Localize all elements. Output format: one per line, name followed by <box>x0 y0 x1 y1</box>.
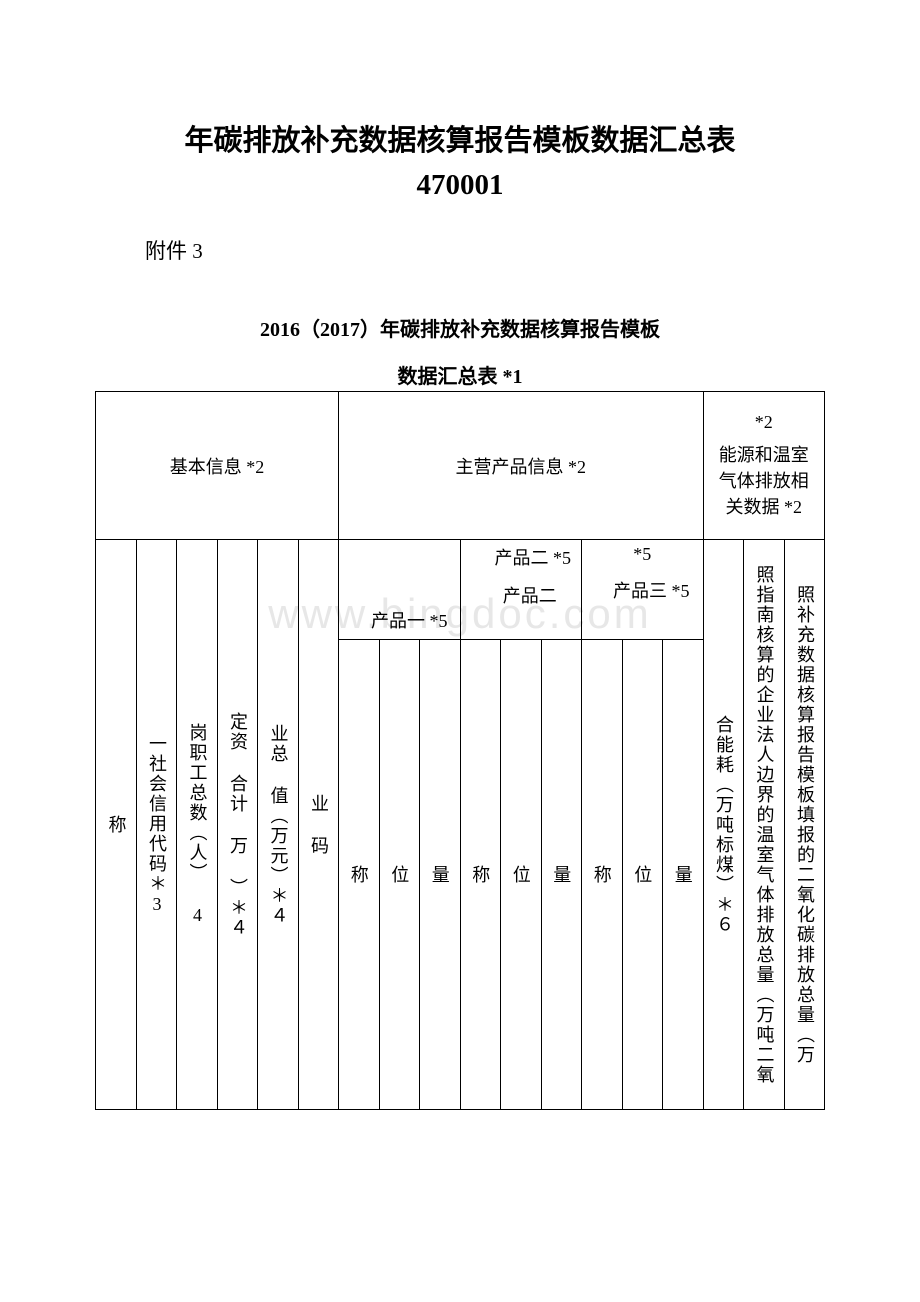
summary-title: 数据汇总表 *1 <box>95 360 825 389</box>
data-summary-table: 基本信息 *2 主营产品信息 *2 *2 能源和温室气体排放相关数据 *2 称 … <box>95 391 825 1110</box>
header-energy-text: 能源和温室气体排放相关数据 *2 <box>712 441 817 519</box>
header-star2: *2 <box>712 412 817 433</box>
header-energy-data: *2 能源和温室气体排放相关数据 *2 <box>703 392 825 540</box>
col-social-code: 一社会信用代码＊3 <box>136 540 177 1110</box>
col-p1-amount: 量 <box>420 640 461 1110</box>
header-product-three: *5 产品三 *5 <box>582 540 704 640</box>
col-name: 称 <box>96 540 137 1110</box>
header-basic-info: 基本信息 *2 <box>96 392 339 540</box>
header-product-one: 产品一 *5 <box>339 540 461 640</box>
header-product-two: 产品二 *5 产品二 <box>460 540 582 640</box>
col-industry-value: 业总 值（万元）＊４ <box>258 540 299 1110</box>
col-p1-unit: 位 <box>379 640 420 1110</box>
main-title-line1: 年碳排放补充数据核算报告模板数据汇总表 <box>184 125 735 157</box>
col-guideline-emission: 照指南核算的企业法人边界的温室气体排放总量（万吨二氧 <box>744 540 785 1110</box>
table-header-row-2: 称 一社会信用代码＊3 岗职工总数（人） 4 定资 合计 万 ）＊４ 业总 值（… <box>96 540 825 640</box>
col-supplement-emission: 照补充数据核算报告模板填报的二氧化碳排放总量（万 <box>784 540 825 1110</box>
col-p2-unit: 位 <box>501 640 542 1110</box>
header-product-info: 主营产品信息 *2 <box>339 392 704 540</box>
main-title-line2: 470001 <box>417 169 504 201</box>
table-header-row-1: 基本信息 *2 主营产品信息 *2 *2 能源和温室气体排放相关数据 *2 <box>96 392 825 540</box>
main-title: 年碳排放补充数据核算报告模板数据汇总表 470001 <box>95 120 825 207</box>
col-employee: 岗职工总数（人） 4 <box>177 540 218 1110</box>
col-industry-code: 业 码 <box>298 540 339 1110</box>
col-p2-amount: 量 <box>541 640 582 1110</box>
col-fixed-assets: 定资 合计 万 ）＊４ <box>217 540 258 1110</box>
col-p2-name: 称 <box>460 640 501 1110</box>
attachment-label: 附件 3 <box>95 235 825 265</box>
report-title: 2016（2017）年碳排放补充数据核算报告模板 <box>95 313 825 342</box>
col-total-energy: 合能耗（万吨标煤）＊６ <box>703 540 744 1110</box>
col-p1-name: 称 <box>339 640 380 1110</box>
col-p3-amount: 量 <box>663 640 704 1110</box>
col-p3-name: 称 <box>582 640 623 1110</box>
col-p3-unit: 位 <box>622 640 663 1110</box>
